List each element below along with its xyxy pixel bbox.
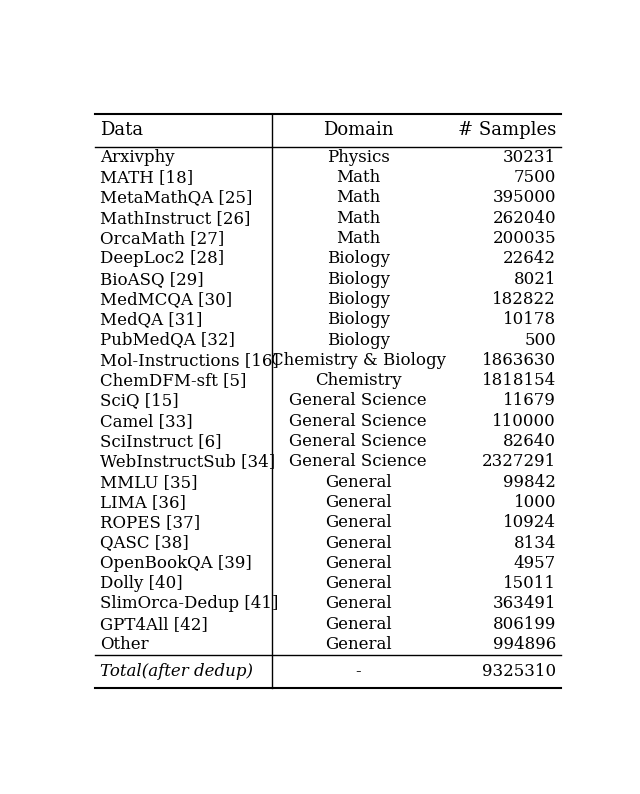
Text: 994896: 994896: [493, 636, 556, 653]
Text: PubMedQA [32]: PubMedQA [32]: [100, 332, 235, 349]
Text: OrcaMath [27]: OrcaMath [27]: [100, 230, 224, 247]
Text: 2327291: 2327291: [482, 453, 556, 470]
Text: Biology: Biology: [327, 271, 390, 287]
Text: 82640: 82640: [503, 433, 556, 450]
Text: General: General: [325, 494, 392, 511]
Text: Biology: Biology: [327, 250, 390, 268]
Text: Math: Math: [336, 230, 380, 247]
Text: 10178: 10178: [503, 311, 556, 328]
Text: General: General: [325, 615, 392, 633]
Text: MetaMathQA [25]: MetaMathQA [25]: [100, 190, 252, 206]
Text: ROPES [37]: ROPES [37]: [100, 515, 200, 531]
Text: 363491: 363491: [493, 596, 556, 612]
Text: 395000: 395000: [493, 190, 556, 206]
Text: 1818154: 1818154: [482, 372, 556, 389]
Text: LIMA [36]: LIMA [36]: [100, 494, 186, 511]
Text: General: General: [325, 474, 392, 491]
Text: DeepLoc2 [28]: DeepLoc2 [28]: [100, 250, 224, 268]
Text: 262040: 262040: [493, 210, 556, 227]
Text: SlimOrca-Dedup [41]: SlimOrca-Dedup [41]: [100, 596, 278, 612]
Text: General Science: General Science: [289, 392, 427, 410]
Text: 8021: 8021: [514, 271, 556, 287]
Text: -: -: [355, 663, 361, 680]
Text: General Science: General Science: [289, 413, 427, 430]
Text: Arxivphy: Arxivphy: [100, 149, 175, 166]
Text: 110000: 110000: [492, 413, 556, 430]
Text: 30231: 30231: [503, 149, 556, 166]
Text: General Science: General Science: [289, 433, 427, 450]
Text: General: General: [325, 636, 392, 653]
Text: 22642: 22642: [503, 250, 556, 268]
Text: MMLU [35]: MMLU [35]: [100, 474, 197, 491]
Text: 15011: 15011: [503, 575, 556, 592]
Text: BioASQ [29]: BioASQ [29]: [100, 271, 204, 287]
Text: 1000: 1000: [514, 494, 556, 511]
Text: General: General: [325, 575, 392, 592]
Text: SciInstruct [6]: SciInstruct [6]: [100, 433, 221, 450]
Text: General: General: [325, 555, 392, 572]
Text: 200035: 200035: [493, 230, 556, 247]
Text: 11679: 11679: [503, 392, 556, 410]
Text: # Samples: # Samples: [458, 121, 556, 140]
Text: MedQA [31]: MedQA [31]: [100, 311, 202, 328]
Text: ChemDFM-sft [5]: ChemDFM-sft [5]: [100, 372, 246, 389]
Text: SciQ [15]: SciQ [15]: [100, 392, 179, 410]
Text: Other: Other: [100, 636, 148, 653]
Text: Biology: Biology: [327, 311, 390, 328]
Text: 99842: 99842: [503, 474, 556, 491]
Text: QASC [38]: QASC [38]: [100, 534, 189, 552]
Text: 806199: 806199: [493, 615, 556, 633]
Text: Domain: Domain: [323, 121, 394, 140]
Text: Data: Data: [100, 121, 143, 140]
Text: Biology: Biology: [327, 332, 390, 349]
Text: 4957: 4957: [514, 555, 556, 572]
Text: 7500: 7500: [514, 169, 556, 187]
Text: Physics: Physics: [327, 149, 390, 166]
Text: 500: 500: [524, 332, 556, 349]
Text: General Science: General Science: [289, 453, 427, 470]
Text: MedMCQA [30]: MedMCQA [30]: [100, 291, 232, 308]
Text: 10924: 10924: [503, 515, 556, 531]
Text: General: General: [325, 596, 392, 612]
Text: WebInstructSub [34]: WebInstructSub [34]: [100, 453, 275, 470]
Text: Biology: Biology: [327, 291, 390, 308]
Text: GPT4All [42]: GPT4All [42]: [100, 615, 207, 633]
Text: General: General: [325, 515, 392, 531]
Text: MathInstruct [26]: MathInstruct [26]: [100, 210, 250, 227]
Text: 182822: 182822: [492, 291, 556, 308]
Text: 8134: 8134: [514, 534, 556, 552]
Text: General: General: [325, 534, 392, 552]
Text: 1863630: 1863630: [482, 352, 556, 369]
Text: 9325310: 9325310: [482, 663, 556, 680]
Text: Total(after dedup): Total(after dedup): [100, 663, 253, 680]
Text: Math: Math: [336, 210, 380, 227]
Text: MATH [18]: MATH [18]: [100, 169, 193, 187]
Text: Camel [33]: Camel [33]: [100, 413, 193, 430]
Text: Chemistry & Biology: Chemistry & Biology: [271, 352, 446, 369]
Text: Math: Math: [336, 169, 380, 187]
Text: OpenBookQA [39]: OpenBookQA [39]: [100, 555, 252, 572]
Text: Math: Math: [336, 190, 380, 206]
Text: Chemistry: Chemistry: [315, 372, 402, 389]
Text: Dolly [40]: Dolly [40]: [100, 575, 182, 592]
Text: Mol-Instructions [16]: Mol-Instructions [16]: [100, 352, 278, 369]
